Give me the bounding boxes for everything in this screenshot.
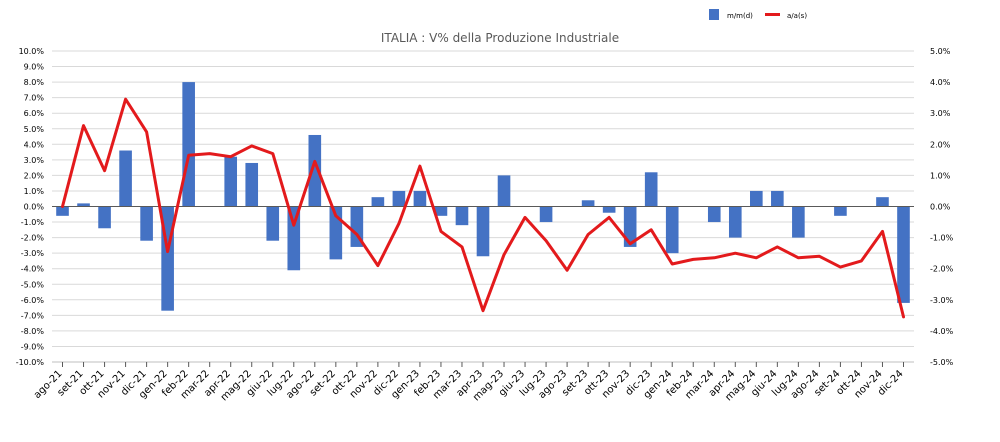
chart-title: ITALIA : V% della Produzione Industriale (381, 31, 619, 45)
left-tick-label: 2.0% (24, 171, 45, 180)
bar (771, 190, 784, 207)
bar (56, 206, 69, 216)
right-tick-label: 2.0% (930, 140, 951, 149)
left-tick-label: -4.0% (21, 265, 45, 274)
bar (644, 172, 658, 207)
left-tick-label: 6.0% (24, 109, 45, 118)
right-tick-label: -2.0% (930, 265, 954, 274)
right-tick-label: 1.0% (930, 171, 951, 180)
bar (413, 190, 427, 207)
bar (392, 190, 406, 207)
bar (98, 206, 111, 229)
bar (834, 206, 847, 216)
left-tick-label: -3.0% (21, 249, 45, 258)
right-tick-label: 3.0% (930, 109, 951, 118)
left-tick-label: -7.0% (21, 311, 45, 320)
left-tick-label: -1.0% (21, 218, 45, 227)
legend: m/m(d) a/a(s) (709, 9, 807, 20)
right-tick-label: -1.0% (930, 234, 954, 243)
left-tick-label: -5.0% (21, 280, 45, 289)
bar (182, 82, 195, 207)
left-tick-label: 4.0% (24, 140, 45, 149)
bar (581, 200, 595, 207)
left-tick-label: 10.0% (19, 47, 45, 56)
left-tick-label: -9.0% (21, 342, 45, 351)
left-tick-label: 9.0% (24, 63, 45, 72)
line-path (61, 97, 905, 319)
right-axis-ticks: -5.0% -4.0% -3.0% -2.0% -1.0% 0.0% 1.0% 2.0% 3.0… (930, 47, 954, 367)
bar-series (56, 82, 910, 311)
bar (623, 206, 637, 247)
bar (119, 150, 132, 207)
right-tick-label: -5.0% (930, 358, 954, 367)
left-tick-label: 5.0% (24, 125, 45, 134)
line-series (61, 97, 905, 319)
bar (245, 162, 259, 207)
bar (792, 206, 805, 238)
bar (728, 206, 742, 238)
bar (455, 206, 469, 226)
left-tick-label: -10.0% (16, 358, 45, 367)
right-tick-label: 0.0% (930, 203, 951, 212)
left-axis-ticks: -10.0% -9.0% -8.0% -7.0% -6.0% -5.0% -4.0% -3.0… (16, 47, 45, 367)
left-tick-label: 8.0% (24, 78, 45, 87)
left-tick-label: 0.0% (24, 203, 45, 212)
legend-line-label: a/a(s) (787, 12, 807, 20)
right-tick-label: 5.0% (930, 47, 951, 56)
bar (707, 206, 721, 223)
bar (897, 206, 910, 303)
left-tick-label: -6.0% (21, 296, 45, 305)
left-tick-label: -2.0% (21, 234, 45, 243)
bar (434, 206, 448, 216)
left-tick-label: 1.0% (24, 187, 45, 196)
left-tick-label: 7.0% (24, 94, 45, 103)
right-tick-label: 4.0% (930, 78, 951, 87)
left-tick-label: 3.0% (24, 156, 45, 165)
bar (750, 190, 763, 207)
bar (602, 206, 616, 213)
bar (876, 197, 889, 207)
right-tick-label: -4.0% (930, 327, 954, 336)
left-tick-label: -8.0% (21, 327, 45, 336)
legend-bar-swatch (709, 9, 719, 20)
bar (665, 206, 679, 254)
bar (539, 206, 553, 223)
bar (497, 175, 511, 207)
bar (77, 203, 90, 207)
right-tick-label: -3.0% (930, 296, 954, 305)
bar (266, 206, 280, 241)
bar (476, 206, 490, 257)
bar (224, 156, 238, 207)
bar (140, 206, 153, 241)
bar (371, 197, 385, 207)
legend-bar-label: m/m(d) (727, 12, 753, 20)
bar (287, 206, 301, 271)
bar (308, 134, 322, 207)
